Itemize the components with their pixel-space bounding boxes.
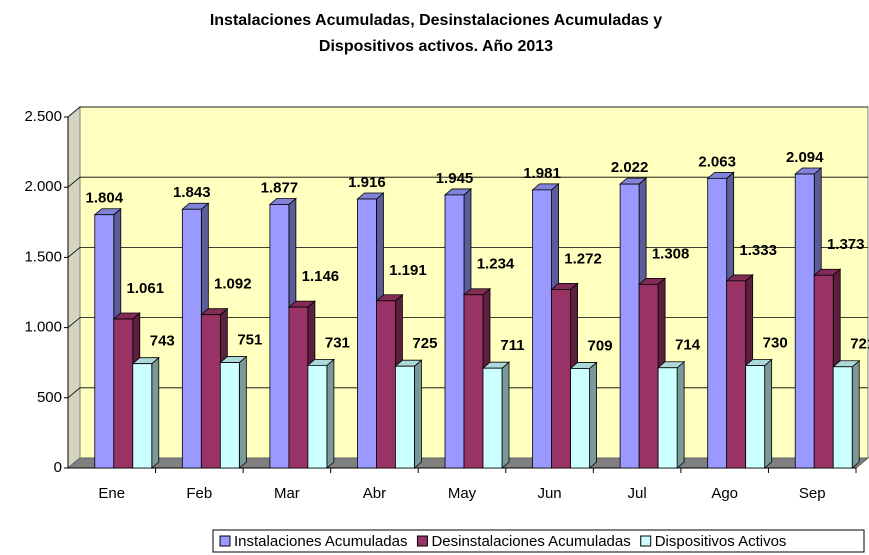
bar-side — [501, 361, 510, 469]
value-label: 709 — [588, 337, 613, 354]
value-label: 2.094 — [786, 149, 824, 166]
value-label: 743 — [150, 333, 175, 350]
legend-label: Desinstalaciones Acumuladas — [431, 533, 630, 550]
bar — [288, 306, 309, 469]
x-tick-label: Ene — [98, 485, 125, 502]
bar — [570, 368, 590, 469]
bar — [395, 365, 415, 469]
bar — [657, 367, 678, 469]
value-label: 1.234 — [477, 256, 515, 273]
bar — [376, 300, 396, 469]
y-tick-label: 0 — [54, 459, 62, 476]
value-label: 1.333 — [739, 242, 777, 259]
bar-side — [414, 359, 422, 469]
x-tick-label: Mar — [274, 485, 300, 502]
value-label: 1.308 — [652, 245, 690, 262]
bar-side — [238, 355, 247, 469]
bar — [200, 314, 221, 469]
legend-label: Dispositivos Activos — [655, 533, 787, 550]
bar — [219, 362, 240, 469]
value-label: 1.916 — [348, 174, 386, 191]
y-tick-label: 500 — [37, 389, 62, 406]
bar — [726, 280, 747, 469]
bar — [707, 177, 728, 469]
bar — [745, 365, 766, 469]
bar — [181, 208, 202, 469]
value-label: 711 — [500, 337, 524, 354]
x-tick-label: Ago — [711, 485, 738, 502]
bar-side — [151, 356, 160, 469]
x-tick-label: Jun — [537, 485, 561, 502]
grid-line — [67, 317, 868, 328]
legend-swatch — [640, 535, 652, 547]
legend-swatch — [416, 535, 428, 547]
value-label: 1.981 — [523, 165, 561, 182]
value-label: 2.022 — [611, 159, 649, 176]
chart-subtitle: Dispositivos activos. Año 2013 — [319, 38, 553, 55]
grid-line — [67, 246, 868, 258]
grid-line — [67, 106, 868, 118]
side-wall — [67, 105, 81, 470]
grid-line — [67, 176, 868, 188]
y-tick-label: 2.500 — [24, 108, 62, 125]
chart-title: Instalaciones Acumuladas, Desinstalacion… — [210, 12, 662, 29]
bar — [94, 214, 115, 469]
bar-side — [851, 359, 860, 469]
bar — [532, 189, 552, 469]
bar — [113, 318, 134, 469]
value-label: 1.373 — [827, 236, 865, 253]
value-label: 751 — [237, 332, 262, 349]
value-label: 1.146 — [302, 268, 340, 285]
value-label: 730 — [763, 334, 788, 351]
bar — [357, 198, 377, 469]
y-tick-label: 2.000 — [24, 178, 62, 195]
bar — [832, 366, 853, 469]
x-tick-label: Sep — [799, 485, 826, 502]
bar — [794, 173, 815, 469]
bar-side — [589, 361, 597, 469]
y-tick-label: 1.500 — [24, 248, 62, 265]
bar — [132, 363, 153, 469]
value-label: 1.843 — [173, 184, 211, 201]
value-label: 1.945 — [436, 170, 474, 187]
y-tick-label: 1.000 — [24, 319, 62, 336]
value-label: 1.877 — [261, 179, 299, 196]
bar — [307, 364, 328, 469]
bar-side — [764, 358, 773, 469]
bar — [551, 289, 571, 469]
value-label: 721 — [850, 336, 869, 353]
bar-side — [326, 358, 335, 469]
x-tick-label: May — [448, 485, 477, 502]
bar — [482, 367, 503, 469]
bar-side — [676, 360, 685, 469]
value-label: 731 — [325, 334, 350, 351]
x-tick-label: Jul — [628, 485, 647, 502]
value-label: 1.191 — [389, 262, 427, 279]
bar — [619, 183, 640, 469]
x-tick-label: Abr — [363, 485, 386, 502]
bar — [444, 194, 465, 469]
bar — [638, 283, 659, 469]
value-label: 725 — [412, 335, 437, 352]
legend-swatch — [219, 535, 231, 547]
x-tick-label: Feb — [186, 485, 212, 502]
grid-line — [67, 387, 868, 399]
value-label: 1.092 — [214, 276, 252, 293]
value-label: 1.804 — [86, 190, 124, 207]
value-label: 714 — [675, 337, 701, 354]
value-label: 2.063 — [698, 153, 736, 170]
legend-label: Instalaciones Acumuladas — [234, 533, 407, 550]
value-label: 1.272 — [564, 250, 602, 267]
value-label: 1.061 — [127, 280, 165, 297]
bar — [813, 274, 834, 469]
bar — [269, 204, 290, 469]
legend-box — [212, 529, 865, 553]
bar — [463, 294, 484, 469]
